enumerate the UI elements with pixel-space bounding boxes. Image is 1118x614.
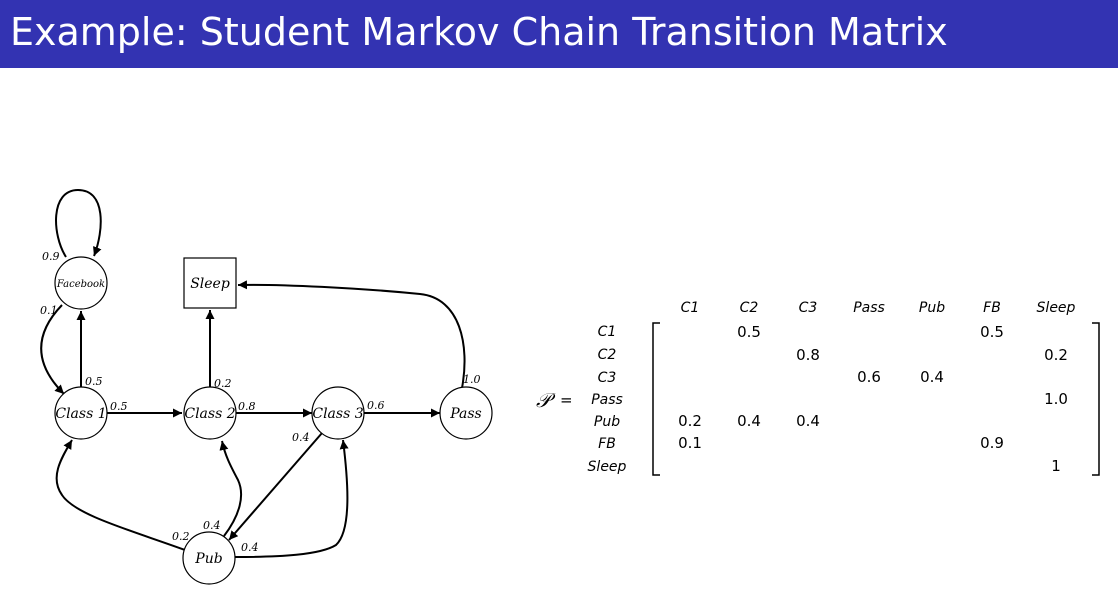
matrix-cell: 0.2 (1044, 346, 1068, 364)
node-class3-label: Class 3 (312, 406, 363, 422)
edge-label-class2-sleep: 0.2 (214, 377, 232, 390)
edge-label-pub-class1: 0.2 (172, 530, 190, 543)
matrix-cell: 1 (1051, 457, 1061, 475)
matrix-row-label: Sleep (588, 459, 627, 475)
node-class1-label: Class 1 (55, 406, 106, 422)
matrix-right-bracket (1092, 322, 1100, 476)
edge-label-class3-pub: 0.4 (292, 431, 310, 444)
matrix-cell: 0.5 (737, 323, 761, 341)
node-sleep-label: Sleep (190, 276, 230, 292)
edge-label-pub-class2: 0.4 (203, 519, 221, 532)
node-sleep (183, 257, 237, 309)
edge-label-class3-pass: 0.6 (367, 399, 385, 412)
edge-pub-class2 (219, 440, 243, 537)
matrix-cell: 1.0 (1044, 390, 1068, 408)
matrix-col-header: Pub (919, 300, 945, 316)
matrix-col-header: Sleep (1037, 300, 1076, 316)
node-pub (182, 531, 236, 585)
node-class2-label: Class 2 (184, 406, 235, 422)
node-pass-label: Pass (449, 406, 482, 422)
edge-label-fb-class1: 0.1 (40, 304, 58, 317)
matrix-col-header: C2 (740, 300, 759, 316)
node-facebook (54, 256, 108, 310)
node-facebook-label: Facebook (56, 279, 105, 290)
edge-label-pass-sleep: 1.0 (463, 373, 481, 386)
matrix-col-header: C1 (681, 300, 700, 316)
matrix-row-label: Pub (594, 414, 620, 430)
matrix-row-label: C3 (598, 370, 617, 386)
edge-label-class1-class2: 0.5 (110, 400, 128, 413)
edge-pub-class3 (234, 439, 349, 558)
title-bar: Example: Student Markov Chain Transition… (0, 0, 1118, 68)
matrix-cell: 0.9 (980, 434, 1004, 452)
node-pass (439, 386, 493, 440)
matrix-row-label: Pass (591, 392, 623, 408)
matrix-row-label: C2 (598, 347, 617, 363)
node-class2 (183, 386, 237, 440)
matrix-col-header: C3 (799, 300, 818, 316)
matrix-cell: 0.5 (980, 323, 1004, 341)
matrix-cell: 0.2 (678, 412, 702, 430)
matrix-cell: 0.8 (796, 346, 820, 364)
matrix-cell: 0.4 (920, 368, 944, 386)
matrix-col-header: FB (983, 300, 1001, 316)
edge-facebook-class1 (40, 304, 65, 395)
edge-label-pub-class3: 0.4 (241, 541, 259, 554)
matrix-col-header: Pass (853, 300, 885, 316)
edge-pub-class1 (55, 439, 186, 551)
slide-title: Example: Student Markov Chain Transition… (10, 10, 948, 54)
edge-label-fb-self: 0.9 (42, 250, 60, 263)
matrix-row-label: C1 (598, 324, 617, 340)
edge-class3-pub (228, 432, 323, 541)
matrix-cell: 0.6 (857, 368, 881, 386)
edge-label-class1-fb: 0.5 (85, 375, 103, 388)
matrix-equals: = (560, 391, 573, 409)
node-class1 (54, 386, 108, 440)
matrix-cell: 0.4 (796, 412, 820, 430)
node-pub-label: Pub (194, 551, 222, 567)
transition-matrix: 𝒫 = C1 C2 C3 Pass Pub FB Sleep C1 C2 C3 … (536, 300, 1100, 476)
edge-pass-sleep (237, 280, 466, 389)
edge-label-class2-class3: 0.8 (238, 400, 256, 413)
edge-facebook-self (55, 188, 102, 258)
node-class3 (311, 386, 365, 440)
matrix-cell: 0.1 (678, 434, 702, 452)
matrix-row-label: FB (598, 436, 616, 452)
matrix-cell: 0.4 (737, 412, 761, 430)
matrix-symbol: 𝒫 (536, 388, 556, 412)
matrix-left-bracket (652, 322, 660, 476)
